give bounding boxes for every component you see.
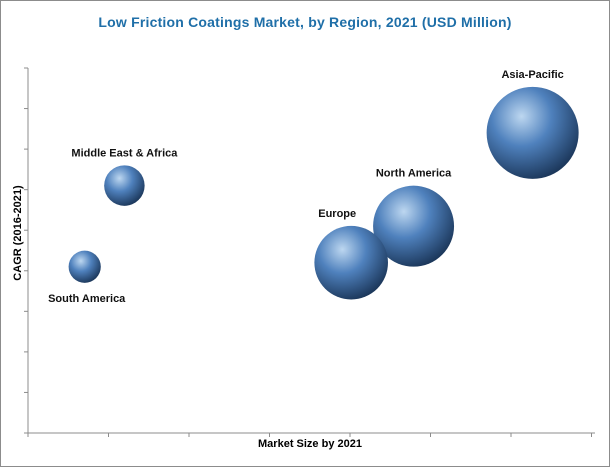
bubbles-group [68,86,579,300]
bubble-label: Middle East & Africa [71,147,178,159]
bubble-south-america [68,250,101,283]
bubble-north-america [373,185,455,267]
bubble-asia-pacific [486,86,579,179]
bubble-label: Europe [318,208,356,220]
bubble-label: Asia-Pacific [501,69,563,81]
bubble-label: South America [48,293,126,305]
x-axis-title: Market Size by 2021 [258,438,362,450]
chart-title: Low Friction Coatings Market, by Region,… [98,14,512,30]
bubble-middle-east-africa [104,165,145,206]
y-axis-title: CAGR (2016-2021) [12,185,24,281]
y-axis-ticks [24,67,28,434]
bubble-label: North America [376,168,452,180]
bubble-europe [314,225,388,300]
bubble-labels-group: Asia-Pacific North America Europe Middle Ea… [48,69,564,305]
x-axis-ticks [27,433,592,437]
